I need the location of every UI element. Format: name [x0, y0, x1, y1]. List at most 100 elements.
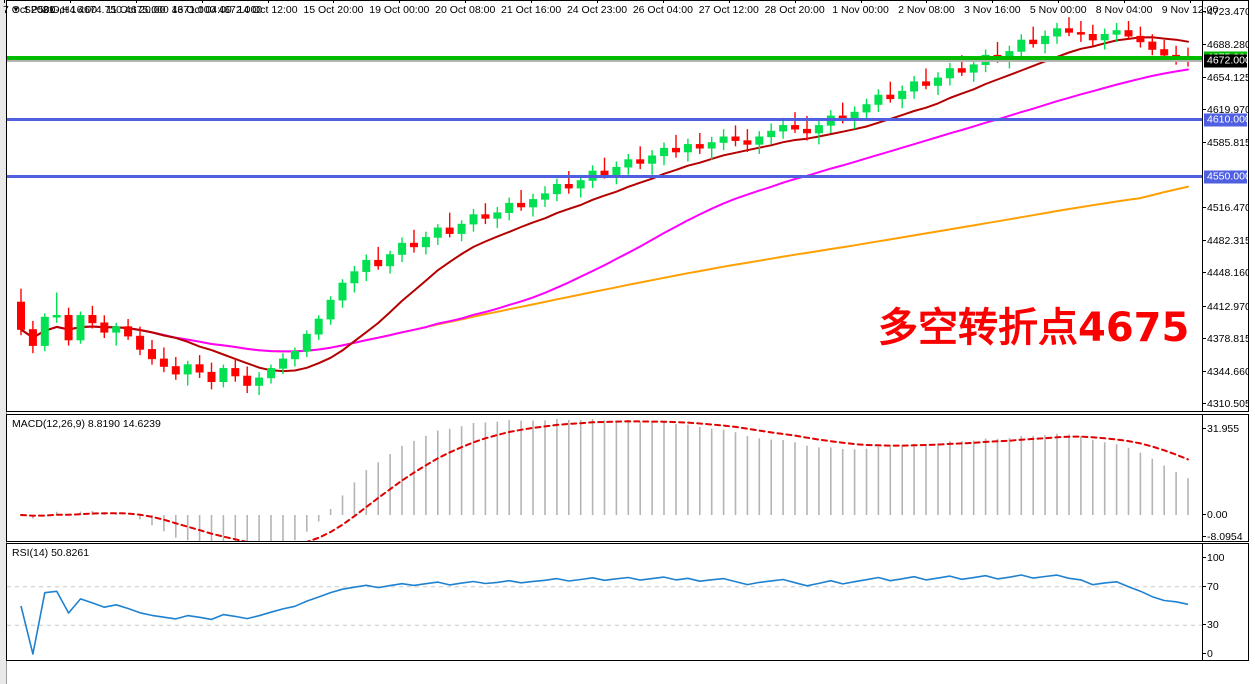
- resistance-line-4675[interactable]: [7, 56, 1202, 60]
- candle: [791, 112, 800, 133]
- price-axis-tick: 4344.660: [1203, 366, 1248, 377]
- time-axis-label: 1 Nov 00:00: [832, 4, 889, 16]
- time-axis-label: 20 Oct 08:00: [435, 4, 496, 16]
- candle: [302, 330, 311, 357]
- macd-axis[interactable]: 31.955 0.00 -8.0954: [1202, 415, 1248, 541]
- candle: [779, 117, 788, 139]
- candle: [457, 220, 466, 242]
- time-axis-tick: [201, 0, 203, 3]
- time-axis-label: 19 Oct 00:00: [369, 4, 430, 16]
- candle: [112, 322, 121, 346]
- candle: [421, 231, 430, 255]
- candle: [28, 320, 37, 354]
- candle: [731, 125, 740, 147]
- candle: [17, 288, 26, 336]
- candle: [624, 153, 633, 175]
- time-axis-tick: [399, 0, 401, 3]
- candle: [374, 246, 383, 270]
- triangle-down-icon[interactable]: ▼: [12, 5, 20, 14]
- time-axis-tick: [4, 0, 5, 3]
- candle: [278, 353, 287, 375]
- time-axis-label: 2 Nov 08:00: [898, 4, 955, 16]
- rsi-label: RSI(14) 50.8261: [12, 547, 90, 559]
- candle: [636, 146, 645, 170]
- candle: [445, 212, 454, 238]
- candle: [874, 89, 883, 113]
- symbol-ohlc-text: SP500-,H4 4674.750 4675.000 4671.000 467…: [23, 4, 263, 16]
- time-axis-label: 8 Nov 04:00: [1095, 4, 1153, 16]
- candle: [386, 250, 395, 274]
- support-price-tag-4610[interactable]: 4610.000: [1204, 113, 1248, 127]
- rsi-axis[interactable]: 100 70 30 0: [1202, 544, 1248, 660]
- candle: [1136, 26, 1145, 48]
- macd-axis-tick: 0.00: [1203, 510, 1227, 520]
- macd-plot-area[interactable]: [7, 415, 1202, 541]
- time-axis-tick: [1124, 0, 1126, 3]
- time-axis-label: 3 Nov 16:00: [964, 4, 1021, 16]
- rsi-plot-area[interactable]: [7, 544, 1202, 660]
- candle: [695, 133, 704, 154]
- rsi-axis-tick: 0: [1203, 649, 1213, 659]
- time-axis-label: 24 Oct 23:00: [566, 4, 628, 16]
- time-axis-tick: [794, 0, 796, 3]
- candle: [255, 372, 264, 395]
- time-axis-tick: [531, 0, 533, 3]
- candle: [505, 197, 514, 221]
- candle: [136, 326, 145, 356]
- candle: [564, 171, 573, 194]
- time-axis-tick: [333, 0, 335, 3]
- macd-axis-tick: -8.0954: [1203, 532, 1243, 541]
- candle: [469, 208, 478, 232]
- time-axis-label: 5 Nov 00:00: [1029, 4, 1087, 16]
- price-axis-tick: 4654.125: [1203, 73, 1248, 83]
- current-price-line: [7, 59, 1202, 62]
- candle: [1017, 34, 1026, 59]
- price-panel[interactable]: ▼ SP500-,H4 4674.750 4675.000 4671.000 46…: [6, 0, 1249, 412]
- time-axis-tick: [597, 0, 598, 3]
- price-axis-tick: 4516.470: [1203, 203, 1248, 214]
- rsi-axis-tick: 30: [1203, 620, 1219, 630]
- time-axis-tick: [267, 0, 269, 3]
- candle: [409, 229, 418, 253]
- candle: [350, 265, 359, 293]
- candle: [398, 237, 407, 263]
- current-price-tag[interactable]: 4672.000: [1204, 54, 1248, 68]
- support-line-4550[interactable]: [7, 175, 1202, 179]
- candle: [540, 186, 549, 207]
- time-axis-label: 27 Oct 12:00: [698, 4, 759, 16]
- support-line-4610[interactable]: [7, 118, 1202, 122]
- candle: [183, 360, 192, 386]
- candle: [814, 119, 823, 145]
- time-axis-label: 26 Oct 04:00: [632, 4, 693, 16]
- time-axis-label: 28 Oct 20:00: [764, 4, 825, 16]
- candle: [433, 224, 442, 245]
- support-price-tag-4550[interactable]: 4550.000: [1204, 170, 1248, 184]
- candle: [1124, 21, 1133, 40]
- rsi-axis-tick: 70: [1203, 582, 1219, 592]
- time-axis-tick: [1190, 0, 1191, 3]
- candle: [683, 138, 692, 162]
- candle: [648, 150, 657, 175]
- candle: [493, 207, 502, 228]
- candle: [88, 305, 97, 329]
- price-axis-tick: 4585.815: [1203, 137, 1248, 148]
- time-axis-tick: [135, 0, 137, 3]
- price-plot-area[interactable]: [7, 1, 1202, 411]
- time-axis-tick: [992, 0, 994, 3]
- candle: [40, 313, 49, 352]
- candle: [886, 81, 895, 103]
- candle: [898, 85, 907, 109]
- candle: [862, 98, 871, 120]
- macd-panel[interactable]: MACD(12,26,9) 8.8190 14.6239 31.955 0.00 -…: [6, 414, 1249, 542]
- candle: [338, 279, 347, 308]
- time-axis-tick: [728, 0, 730, 3]
- price-axis-tick: 4619.970: [1203, 105, 1248, 115]
- candle: [1112, 22, 1121, 42]
- candle: [64, 307, 73, 346]
- candle: [1053, 22, 1062, 44]
- candle: [600, 157, 609, 179]
- time-axis-label: 8 Oct 16:00: [42, 4, 98, 16]
- price-axis[interactable]: 4723.470 4688.280 4654.125 4619.970 4585.815…: [1202, 1, 1248, 411]
- rsi-panel[interactable]: RSI(14) 50.8261 100 70 30 0: [6, 543, 1249, 661]
- price-axis-tick: 4310.505: [1203, 399, 1248, 409]
